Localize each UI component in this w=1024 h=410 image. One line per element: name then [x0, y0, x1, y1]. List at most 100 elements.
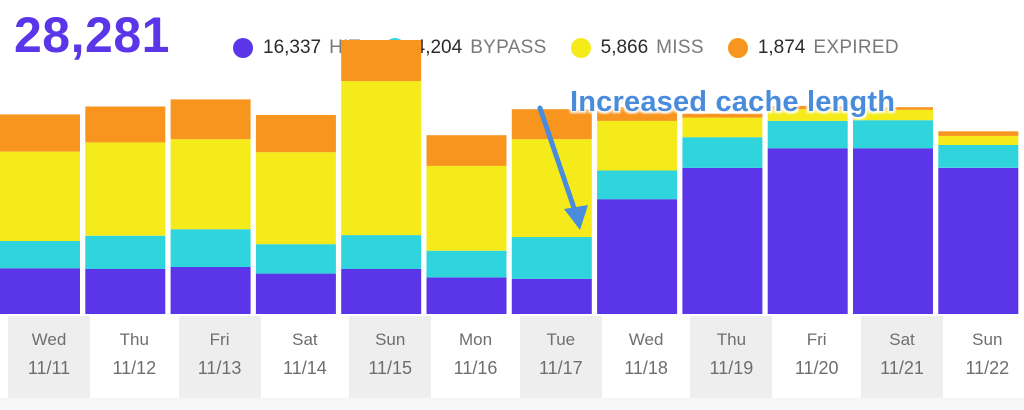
bar-hit-2: [85, 269, 166, 314]
x-tick-date: 11/22: [965, 358, 1010, 378]
legend-dot-hit: [233, 38, 253, 58]
legend-dot-expired: [727, 38, 748, 58]
bar-expired-6: [426, 135, 507, 166]
bar-expired-9: [682, 113, 763, 118]
bar-bypass-5: [341, 235, 422, 269]
bar-expired-10: [767, 105, 848, 110]
x-tick-date: 11/19: [709, 358, 754, 378]
bar-hit-10: [767, 148, 848, 314]
bar-miss-11: [853, 109, 933, 121]
x-tick-weekday: Fri: [806, 330, 827, 349]
bar-hit-6: [426, 277, 507, 314]
x-tick-10: Fri 11/20: [776, 316, 858, 398]
legend: 16,337 HIT 4,204 BYPASS 5,866 MISS 1,874…: [233, 34, 923, 62]
x-tick-date: 11/21: [880, 358, 924, 378]
x-tick-date: 11/14: [283, 358, 327, 378]
x-tick-1: Wed 11/11: [8, 316, 90, 398]
bar-expired-1: [0, 114, 80, 152]
bar-bypass-6: [426, 250, 507, 278]
bar-miss-8: [597, 120, 678, 171]
legend-value-hit: 16,337: [263, 37, 322, 58]
x-tick-weekday: Fri: [209, 330, 230, 349]
bar-expired-2: [85, 106, 166, 143]
chart-footer: [0, 398, 1024, 410]
legend-item-expired: 1,874 EXPIRED: [727, 37, 899, 59]
bar-bypass-2: [85, 235, 166, 269]
bar-hit-1: [0, 268, 80, 314]
x-tick-weekday: Wed: [31, 330, 67, 349]
x-tick-weekday: Mon: [458, 330, 493, 349]
legend-label-miss: MISS: [656, 37, 704, 58]
bar-miss-10: [767, 109, 848, 121]
x-tick-date: 11/12: [112, 358, 157, 378]
x-tick-weekday: Tue: [546, 330, 576, 349]
bar-expired-8: [597, 107, 678, 121]
x-axis: Wed 11/11 Thu 11/12 Fri 11/13 Sat 11/14 Sun 11/15…: [0, 316, 1024, 398]
x-tick-7: Tue 11/17: [519, 316, 602, 398]
legend-label-bypass: BYPASS: [470, 37, 547, 58]
x-tick-weekday: Thu: [716, 330, 747, 349]
bar-bypass-9: [682, 137, 763, 168]
bar-miss-4: [255, 152, 336, 245]
x-tick-2: Thu 11/12: [93, 316, 175, 398]
x-tick-date: 11/20: [794, 358, 839, 378]
bar-expired-4: [255, 115, 336, 153]
x-tick-date: 11/16: [453, 358, 498, 378]
bar-miss-9: [682, 117, 763, 138]
annotation-arrow-shaft: [537, 105, 579, 217]
bar-bypass-1: [0, 240, 80, 269]
bar-bypass-7: [511, 237, 592, 279]
bar-hit-12: [938, 167, 1019, 314]
legend-label-expired: EXPIRED: [813, 37, 899, 58]
total-requests: 28,281: [14, 7, 170, 63]
bar-hit-4: [255, 273, 336, 314]
x-tick-weekday: Sat: [292, 330, 318, 349]
x-tick-date: 11/13: [197, 358, 242, 378]
bar-expired-3: [170, 99, 251, 140]
x-tick-date: 11/18: [624, 358, 668, 378]
x-tick-12: Sun 11/22: [946, 316, 1024, 398]
bar-hit-7: [511, 278, 592, 314]
x-tick-weekday: Sat: [889, 330, 915, 349]
bar-hit-5: [341, 269, 422, 314]
legend-value-expired: 1,874: [757, 37, 806, 58]
annotation-arrow-head: [564, 205, 588, 230]
legend-value-miss: 5,866: [600, 37, 649, 58]
x-tick-weekday: Wed: [628, 330, 664, 349]
bar-hit-11: [853, 148, 933, 314]
bar-expired-7: [511, 109, 592, 140]
bar-bypass-8: [597, 170, 678, 200]
bar-miss-12: [938, 135, 1019, 145]
bar-bypass-11: [853, 120, 933, 149]
x-tick-date: 11/15: [368, 358, 413, 378]
bar-expired-5: [341, 40, 422, 82]
bar-miss-6: [426, 165, 507, 251]
bar-miss-5: [341, 81, 422, 236]
bar-bypass-12: [938, 145, 1019, 168]
legend-dot-miss: [570, 38, 591, 58]
x-tick-weekday: Sun: [375, 330, 406, 349]
legend-item-miss: 5,866 MISS: [570, 37, 704, 59]
x-tick-9: Thu 11/19: [690, 316, 773, 398]
x-tick-5: Sun 11/15: [349, 316, 432, 398]
bar-miss-2: [85, 142, 166, 236]
x-tick-weekday: Sun: [972, 330, 1003, 349]
x-tick-weekday: Thu: [119, 330, 149, 349]
bar-miss-3: [170, 139, 251, 230]
x-tick-6: Mon 11/16: [435, 316, 517, 398]
x-tick-11: Sat 11/21: [861, 316, 943, 398]
bar-hit-8: [597, 199, 678, 314]
bar-bypass-3: [170, 229, 251, 267]
x-tick-8: Wed 11/18: [605, 316, 687, 398]
x-tick-date: 11/17: [538, 358, 583, 378]
bar-miss-1: [0, 151, 80, 241]
bar-expired-11: [853, 107, 933, 110]
stacked-bar-chart: [0, 40, 1019, 314]
x-tick-3: Fri 11/13: [178, 316, 261, 398]
x-tick-4: Sat 11/14: [264, 316, 346, 398]
bar-hit-3: [170, 267, 251, 314]
legend-value-bypass: 4,204: [414, 37, 463, 58]
bar-bypass-4: [255, 244, 336, 274]
bar-bypass-10: [767, 120, 848, 149]
bar-hit-9: [682, 167, 763, 314]
